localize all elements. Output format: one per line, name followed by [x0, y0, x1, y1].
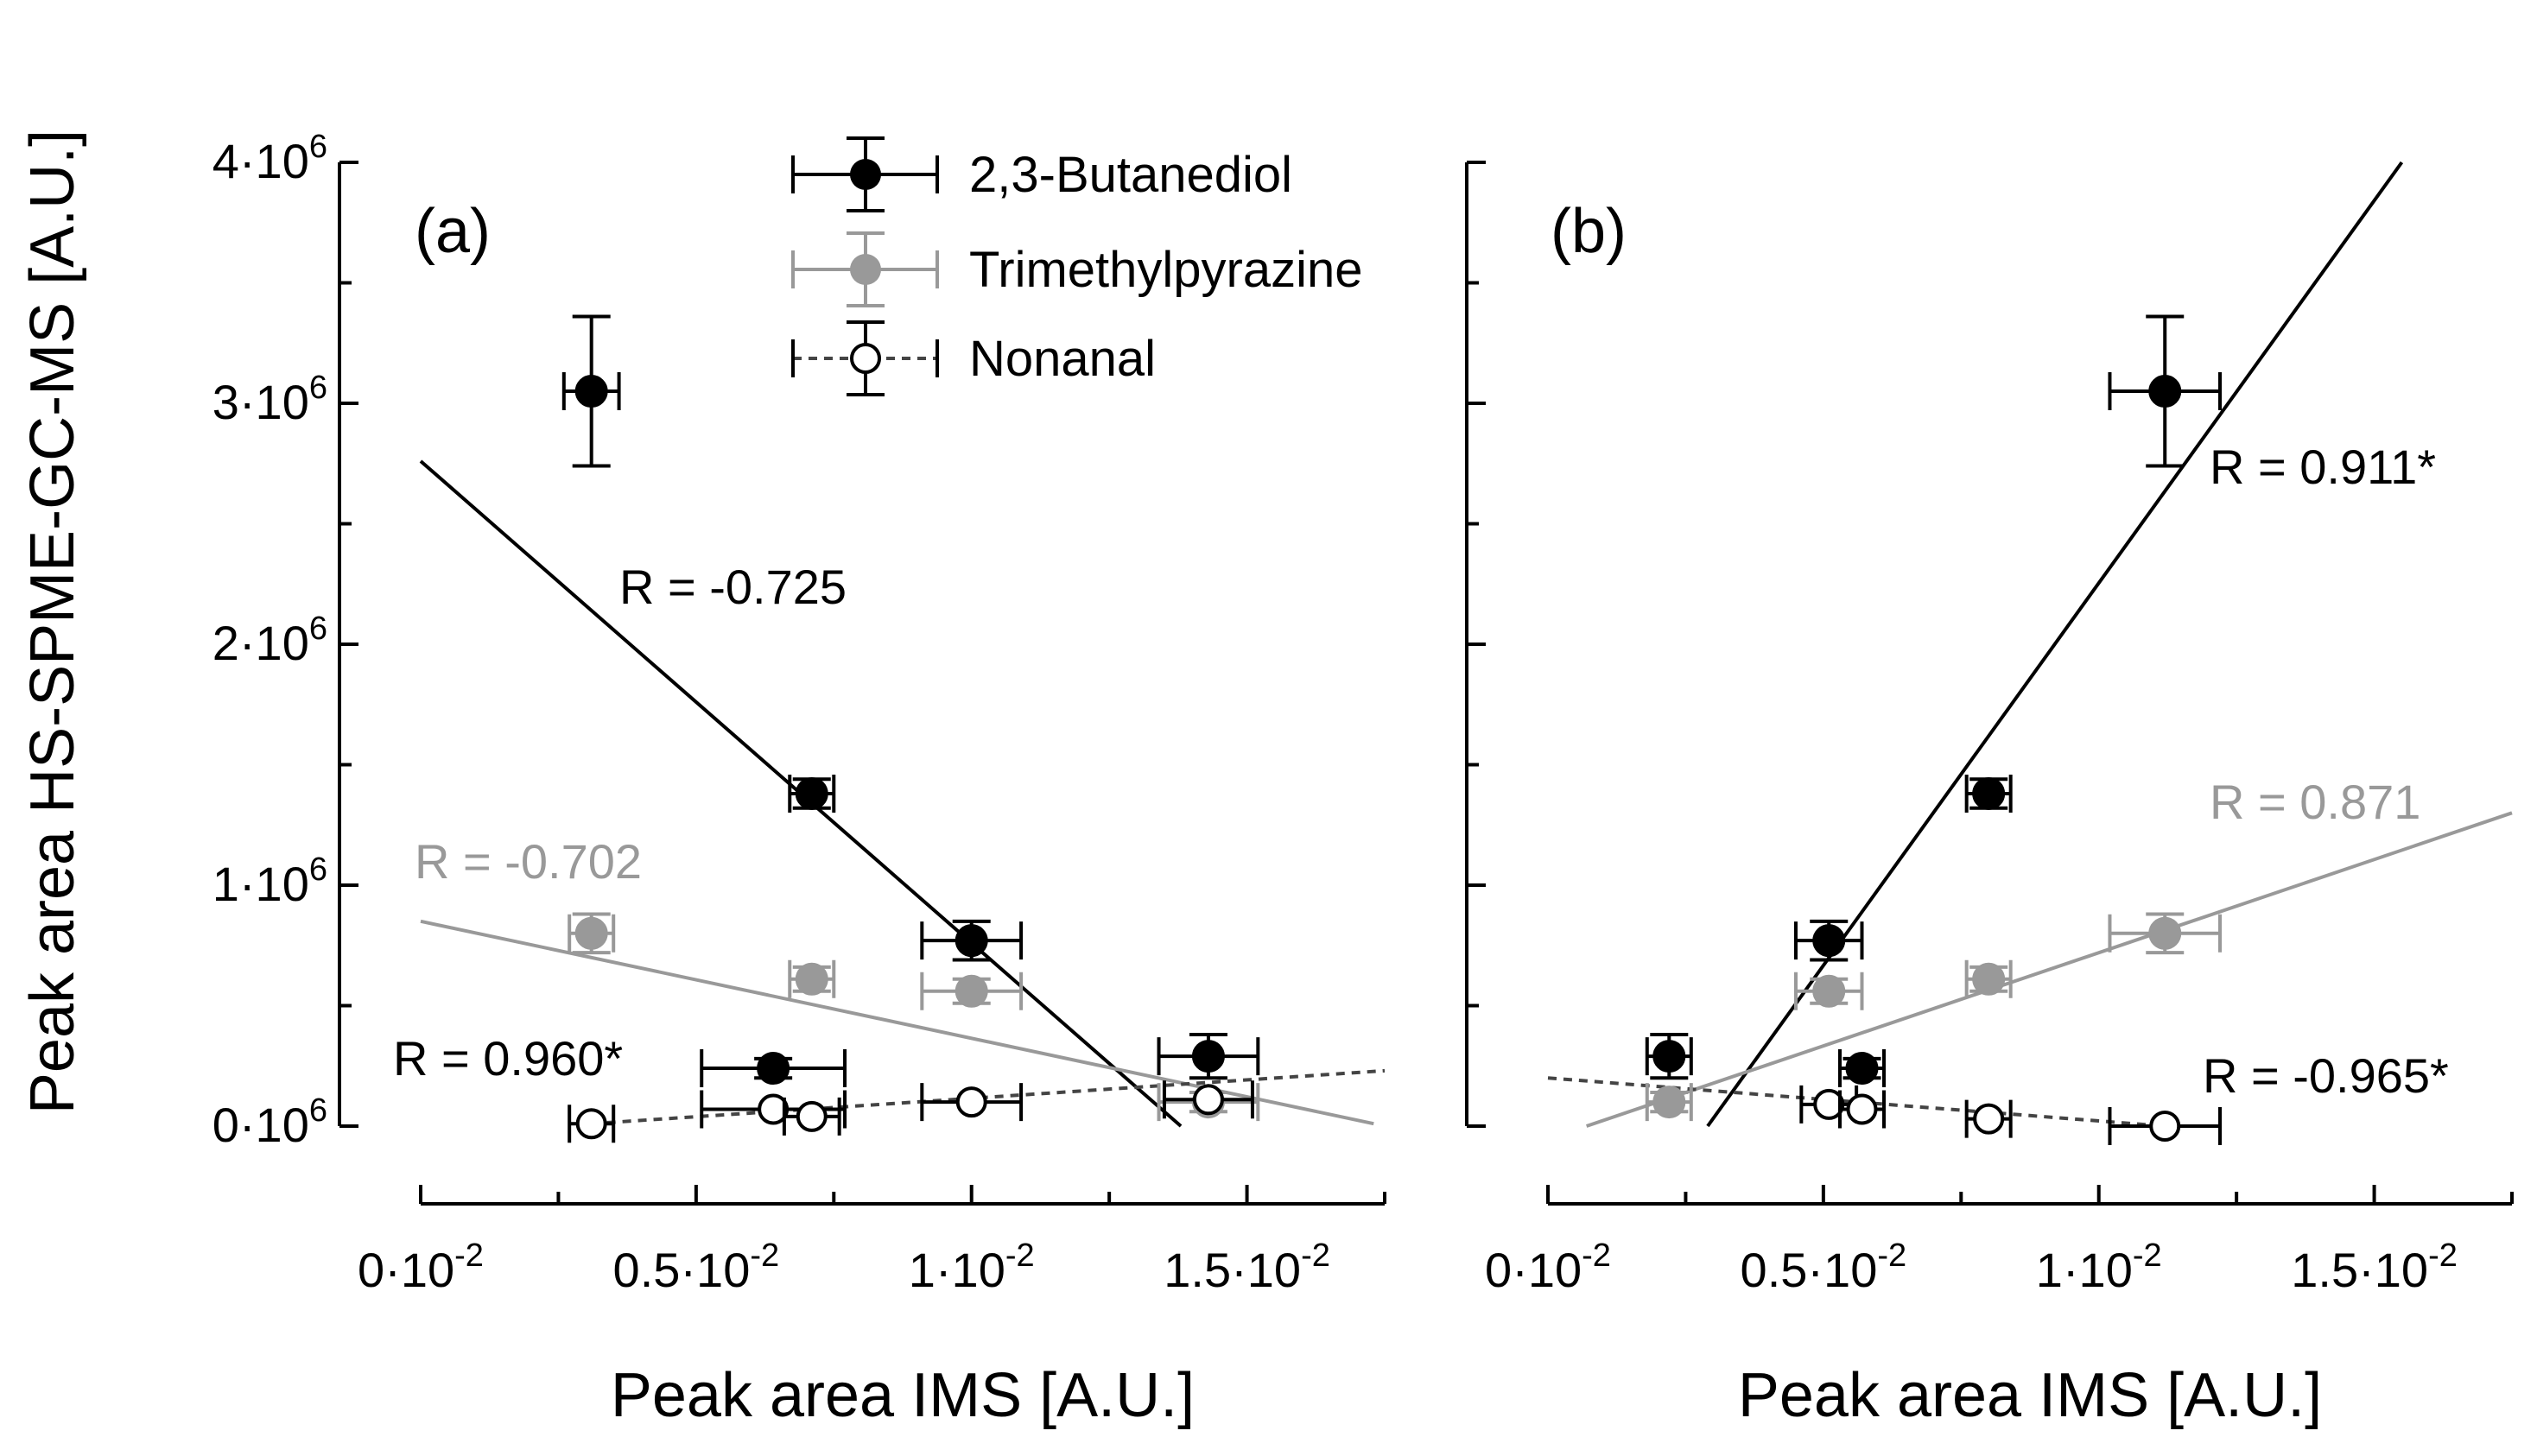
panel-a-point-nonanal: [920, 1083, 1024, 1122]
legend-label-trimethylpyrazine: Trimethylpyrazine: [969, 242, 1363, 298]
panel-a-point-trimethylpyrazine: [568, 912, 616, 955]
panel-a-x-tick-label-base: 0·10: [358, 1243, 454, 1297]
panel-b-point-nonanal: [1837, 1090, 1887, 1129]
panel-a-r-label-trimethylpyrazine: R = -0.702: [415, 834, 642, 889]
panel-b-point-trimethylpyrazine: [2108, 912, 2223, 955]
panel-a-fit-line-nonanal: [591, 1068, 1386, 1126]
y-tick-label-exponent: 6: [309, 1092, 327, 1129]
panel-a-point-butanediol: [700, 1049, 847, 1088]
panel-b-x-tick-label: 1·10-2: [2036, 1238, 2162, 1297]
panel-b-point-butanediol: [1793, 919, 1864, 962]
panel-b-x-tick-label-base: 1·10: [2036, 1243, 2133, 1297]
panel-a-point-trimethylpyrazine: [788, 959, 836, 998]
panel-b-fit-lines: [1547, 161, 2513, 1128]
panel-a-point-nonanal: [1162, 1080, 1254, 1119]
y-tick-label-base: 3·10: [212, 375, 309, 429]
panel-b: 0·10-2 0.5·10-2 1·10-2 1.5·10-2 (b) Peak ar…: [1465, 161, 2514, 1430]
y-tick-label: 3·106: [212, 370, 327, 429]
panel-a-x-ticks: 0·10-2 0.5·10-2 1·10-2 1.5·10-2: [358, 1185, 1386, 1297]
legend-label-butanediol: 2,3-Butanediol: [969, 147, 1292, 203]
panel-b-x-tick-label-exponent: -2: [2133, 1238, 2162, 1274]
panel-b-point-butanediol: [1645, 1032, 1693, 1080]
panel-b-fit-line-nonanal: [1547, 1076, 2166, 1128]
panel-a-data-points: [561, 314, 1260, 1143]
y-tick-label-base: 2·10: [212, 616, 309, 670]
panel-a-point-nonanal: [700, 1090, 847, 1129]
panel-b-x-tick-label-exponent: -2: [1877, 1238, 1906, 1274]
y-tick-label: 2·106: [212, 611, 327, 670]
panel-a-x-tick-label-exponent: -2: [1301, 1238, 1330, 1274]
panel-b-x-tick-label-base: 0.5·10: [1741, 1243, 1878, 1297]
panel-a-point-butanediol: [788, 774, 836, 813]
panel-b-x-tick-label-base: 1.5·10: [2291, 1243, 2428, 1297]
y-tick-label-base: 4·10: [212, 134, 309, 188]
panel-a-r-label-butanediol: R = -0.725: [619, 560, 847, 614]
panel-a-x-tick-label: 0.5·10-2: [613, 1238, 780, 1297]
panel-a-x-tick-label-exponent: -2: [1005, 1238, 1035, 1274]
legend-item-trimethylpyrazine: Trimethylpyrazine: [791, 231, 1363, 307]
panel-b-point-trimethylpyrazine: [1793, 972, 1864, 1010]
panel-b-fit-line-butanediol: [1706, 161, 2404, 1128]
y-tick-label-base: 1·10: [212, 857, 309, 911]
y-tick-label-base: 0·10: [212, 1098, 309, 1152]
panel-b-label: (b): [1551, 197, 1627, 266]
legend-item-nonanal: Nonanal: [791, 320, 1156, 396]
panel-b-y-ticks: [1467, 161, 1486, 1128]
panel-a-point-butanediol: [920, 919, 1024, 962]
legend: 2,3-Butanediol Trimethylpyrazine Nonanal: [791, 136, 1363, 396]
panel-b-r-label-trimethylpyrazine: R = 0.871: [2210, 775, 2420, 829]
panel-b-point-butanediol: [1837, 1049, 1887, 1088]
panel-a-x-tick-label-exponent: -2: [750, 1238, 779, 1274]
panel-b-x-axis-title: Peak area IMS [A.U.]: [1738, 1361, 2322, 1430]
panel-b-x-tick-label: 0·10-2: [1485, 1238, 1611, 1297]
y-tick-label: 4·106: [212, 129, 327, 188]
panel-a-point-nonanal: [568, 1105, 616, 1143]
panel-b-x-tick-label-exponent: -2: [2428, 1238, 2458, 1274]
panel-b-point-trimethylpyrazine: [1964, 959, 2013, 998]
y-tick-label-exponent: 6: [309, 851, 327, 888]
panel-b-x-tick-label: 1.5·10-2: [2291, 1238, 2458, 1297]
panel-b-point-trimethylpyrazine: [1645, 1083, 1693, 1122]
panel-b-fit-line-trimethylpyrazine: [1585, 811, 2513, 1128]
legend-label-nonanal: Nonanal: [969, 331, 1156, 387]
panel-a-r-label-nonanal: R = 0.960*: [393, 1031, 623, 1086]
panel-a-x-axis-title: Peak area IMS [A.U.]: [611, 1361, 1195, 1430]
panel-a-x-tick-label-base: 1·10: [909, 1243, 1005, 1297]
panel-a-label: (a): [415, 197, 491, 266]
panel-b-point-butanediol: [1964, 774, 2013, 813]
panel-b-point-nonanal: [1964, 1099, 2013, 1138]
panel-a-x-tick-label: 0·10-2: [358, 1238, 484, 1297]
panel-b-r-label-nonanal: R = -0.965*: [2203, 1048, 2449, 1103]
y-tick-label: 0·106: [212, 1092, 327, 1152]
y-tick-label-exponent: 6: [309, 370, 327, 406]
panel-a-point-butanediol: [561, 314, 621, 468]
panel-b-x-tick-label-exponent: -2: [1582, 1238, 1611, 1274]
panel-a-x-tick-label: 1.5·10-2: [1164, 1238, 1330, 1297]
panel-a-x-tick-label-exponent: -2: [454, 1238, 484, 1274]
panel-b-point-nonanal: [2108, 1107, 2223, 1145]
legend-item-butanediol: 2,3-Butanediol: [791, 136, 1292, 212]
panel-b-data-points: [1645, 314, 2223, 1145]
y-tick-label-exponent: 6: [309, 611, 327, 647]
y-tick-label: 1·106: [212, 851, 327, 911]
panel-a-point-butanediol: [1157, 1032, 1260, 1080]
panel-b-x-tick-label-base: 0·10: [1485, 1243, 1582, 1297]
panel-a-x-tick-label: 1·10-2: [909, 1238, 1035, 1297]
panel-b-x-tick-label: 0.5·10-2: [1741, 1238, 1907, 1297]
panel-a-point-trimethylpyrazine: [920, 972, 1024, 1010]
y-tick-label-exponent: 6: [309, 129, 327, 165]
panel-b-r-label-butanediol: R = 0.911*: [2210, 440, 2436, 494]
panel-a-x-tick-label-base: 1.5·10: [1164, 1243, 1301, 1297]
panel-a-x-tick-label-base: 0.5·10: [613, 1243, 751, 1297]
y-axis-title: Peak area HS-SPME-GC-MS [A.U.]: [18, 130, 87, 1114]
panel-b-point-butanediol: [2108, 314, 2223, 468]
panel-a-point-nonanal: [782, 1097, 841, 1136]
panel-b-x-ticks: 0·10-2 0.5·10-2 1·10-2 1.5·10-2: [1485, 1185, 2514, 1297]
